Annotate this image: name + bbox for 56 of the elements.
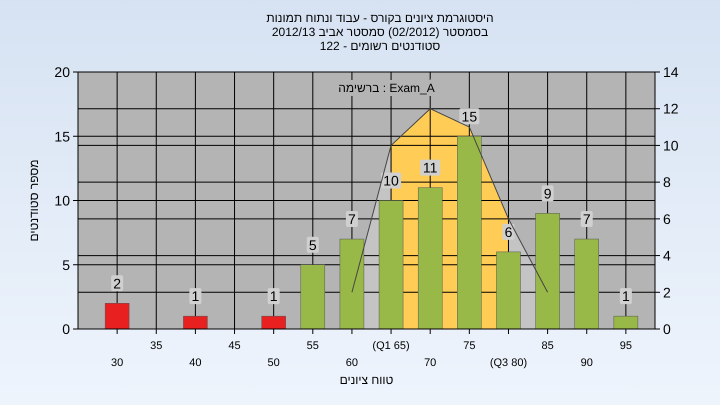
x-tick-label: 75 xyxy=(463,340,476,352)
y2-tick-label: 0 xyxy=(663,321,671,337)
data-label: 7 xyxy=(582,211,591,228)
y2-tick-label: 2 xyxy=(663,284,671,300)
bar xyxy=(104,303,130,330)
bar xyxy=(261,316,286,330)
bar xyxy=(457,136,482,330)
data-label: 1 xyxy=(192,288,200,304)
bar xyxy=(183,316,208,330)
y2-tick-label: 14 xyxy=(663,64,679,80)
bar xyxy=(300,264,326,330)
y-tick-label: 10 xyxy=(54,192,70,208)
x-tick-label: 40 xyxy=(189,357,202,369)
annotation: ברשימה : Exam_A xyxy=(338,81,435,95)
x-tick-label: 85 xyxy=(541,340,554,352)
bar xyxy=(496,252,521,330)
y2-tick-label: 12 xyxy=(663,100,679,117)
data-label: 11 xyxy=(422,160,438,176)
y-tick-label: 20 xyxy=(54,64,70,80)
x-tick-label: 55 xyxy=(306,340,319,352)
chart-title: היסטוגרמת ציונים בקורס - עבוד ונתוח תמונות xyxy=(266,11,494,25)
y2-tick-label: 10 xyxy=(663,137,679,154)
bar xyxy=(418,187,442,330)
data-label: 9 xyxy=(544,185,552,202)
x-tick-label: 50 xyxy=(268,357,280,369)
data-label: 6 xyxy=(504,224,513,240)
y2-tick-label: 6 xyxy=(663,210,671,227)
data-label: 5 xyxy=(308,236,317,253)
bar xyxy=(378,200,404,330)
x-tick-label: 95 xyxy=(620,340,632,352)
data-label: 15 xyxy=(462,108,478,124)
x-tick-label: 35 xyxy=(150,340,162,352)
data-label: 1 xyxy=(270,288,278,304)
y2-tick-label: 4 xyxy=(663,248,671,264)
y-tick-label: 0 xyxy=(62,321,70,337)
y-axis-title: מספר סטודנטים xyxy=(27,159,41,242)
x-tick-label: (Q1 65) xyxy=(372,340,410,352)
bar xyxy=(535,213,560,330)
data-label: 1 xyxy=(622,288,630,304)
x-tick-label: (Q3 80) xyxy=(490,357,528,369)
x-tick-label: 45 xyxy=(228,340,241,352)
bar xyxy=(574,238,599,330)
bar xyxy=(340,238,364,330)
y-tick-label: 15 xyxy=(54,128,70,144)
x-tick-label: 70 xyxy=(424,357,436,369)
bar xyxy=(614,316,638,330)
y-tick-label: 5 xyxy=(62,256,70,273)
x-axis-title: טווח ציונים xyxy=(340,373,394,387)
data-label: 10 xyxy=(383,172,400,188)
data-label: 2 xyxy=(113,275,122,292)
x-tick-label: 90 xyxy=(580,357,593,369)
chart-subtitle: בסמסטר (02/2012) סמסטר אביב 2012/13 סטודנטים רשומים - 122 xyxy=(272,25,488,53)
x-tick-label: 30 xyxy=(111,357,124,369)
data-label: 7 xyxy=(348,211,356,228)
x-tick-label: 60 xyxy=(346,357,358,369)
y2-tick-label: 8 xyxy=(663,174,671,190)
